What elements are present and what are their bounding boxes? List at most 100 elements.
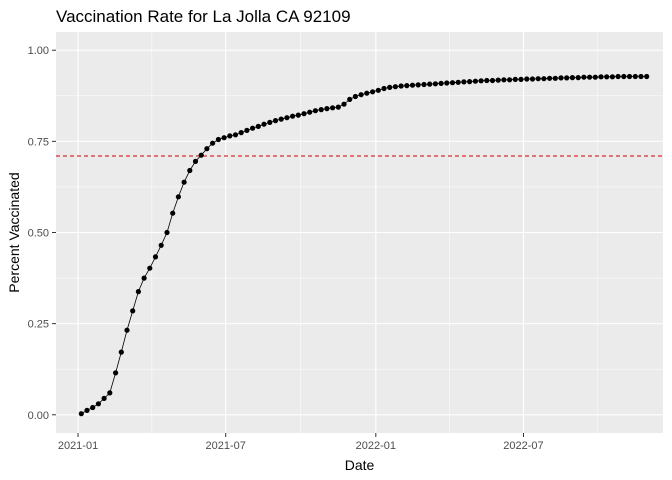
data-point [118,349,124,355]
x-tick-labels: 2021-01 2021-07 2022-01 2022-07 [58,440,544,452]
data-point [227,133,233,139]
data-point [290,113,296,119]
data-point [164,229,170,236]
data-point [192,158,199,164]
y-tick-label: 0.75 [28,136,49,148]
data-point [238,130,244,136]
data-point [415,82,421,88]
data-point [604,74,610,80]
data-point [210,140,216,146]
data-point [221,135,227,141]
data-point [295,112,301,118]
data-point [267,119,273,125]
data-point [598,74,604,80]
data-point [398,83,404,89]
data-point [541,76,547,82]
data-point [318,107,324,113]
data-point [518,76,524,82]
data-point [324,106,330,112]
data-point [535,76,541,82]
data-point [581,74,587,80]
data-point [330,105,336,111]
data-point [558,75,564,81]
data-point [147,265,153,271]
data-point [312,108,318,114]
data-point [387,84,393,90]
data-point [489,77,496,84]
data-point [358,92,364,98]
data-point [592,74,598,80]
x-axis-title: Date [345,457,375,473]
data-point [438,80,444,86]
data-point [347,96,353,102]
data-point [352,93,358,100]
data-point [552,75,558,81]
data-point [478,78,484,84]
x-tick-label: 2022-01 [356,440,396,452]
data-point [421,81,427,88]
data-point [501,77,507,83]
grid-major [56,32,663,433]
data-point [455,79,461,85]
data-point [215,136,221,143]
data-point [432,81,438,87]
data-point [529,76,536,82]
data-point [409,82,416,88]
data-point [198,152,204,158]
data-point [95,401,101,407]
data-point [187,167,193,174]
data-point [250,125,256,131]
data-point [113,370,119,376]
y-tick-label: 0.50 [28,228,49,240]
data-point [609,74,616,80]
x-tick-label: 2022-07 [503,440,543,452]
data-point [261,121,267,127]
data-point [575,75,581,81]
data-point [232,132,239,138]
data-point [392,84,398,90]
chart-title: Vaccination Rate for La Jolla CA 92109 [56,7,351,26]
data-point [90,404,96,411]
data-point [255,123,261,129]
y-axis-title: Percent Vaccinated [6,172,22,292]
data-point [341,101,347,107]
y-tick-label: 0.00 [28,410,49,422]
data-point [626,73,633,80]
data-point [244,127,250,133]
axis-ticks [52,49,524,437]
data-point [170,210,176,216]
data-point [107,390,113,396]
data-point [472,78,478,84]
data-point [547,75,553,81]
x-tick-label: 2021-01 [58,440,98,452]
data-point [404,83,410,89]
data-point [370,89,376,95]
x-tick-label: 2021-07 [206,440,246,452]
data-point [101,395,107,401]
data-point [524,76,530,82]
data-point [507,77,513,83]
data-point [130,308,136,314]
data-point [272,118,279,124]
data-point [175,194,181,200]
data-point [284,115,290,121]
data-point [484,77,490,84]
data-point [621,73,627,80]
data-point [644,73,650,80]
data-point [632,73,638,80]
data-point [569,75,576,81]
data-point [381,85,387,92]
data-point [124,327,130,333]
data-point [638,73,644,80]
data-point [427,81,433,87]
data-point [204,146,210,152]
data-point [564,75,570,81]
data-point [444,80,450,86]
data-point [301,111,307,117]
data-point [364,90,370,96]
data-point [181,179,187,185]
data-point [467,79,473,85]
data-point [141,275,147,281]
data-point [615,73,621,80]
